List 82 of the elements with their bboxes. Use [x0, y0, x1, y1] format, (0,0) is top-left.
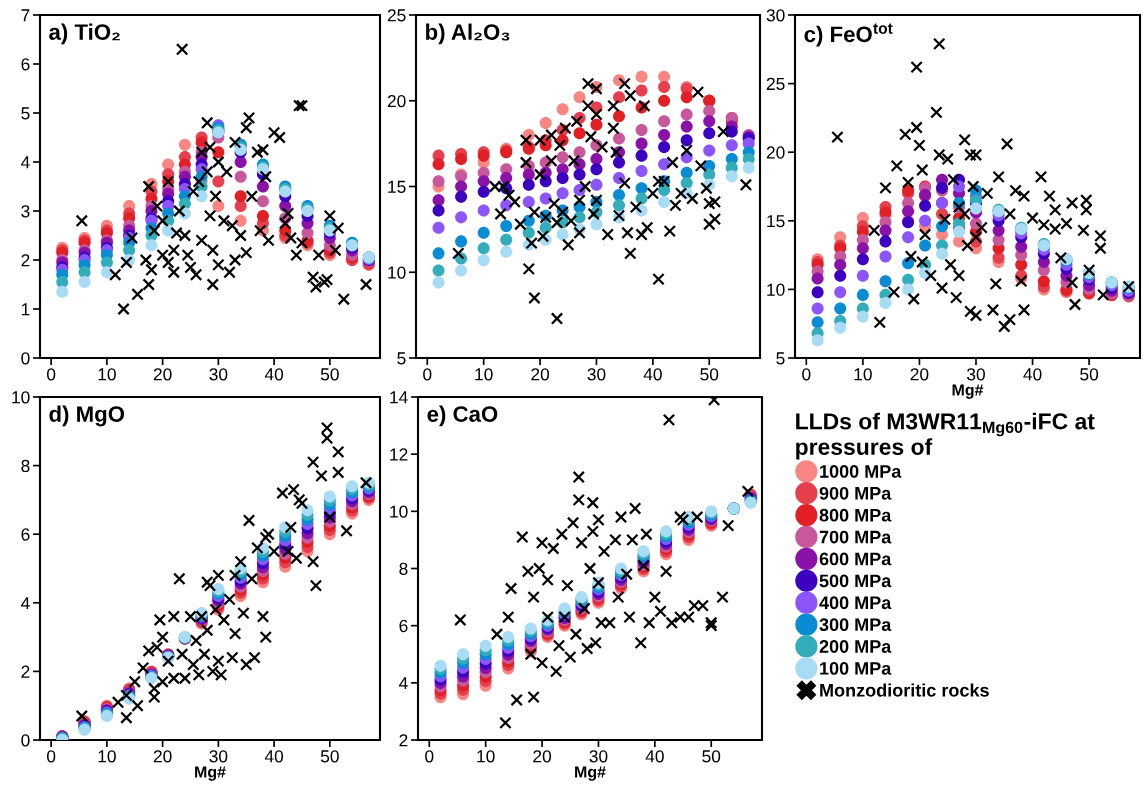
y-tick-label: 2	[21, 665, 30, 678]
y-tick-label: 0	[21, 734, 30, 747]
x-tick-label: 40	[1023, 368, 1042, 381]
x-tick-label: 50	[1080, 368, 1099, 381]
x-tick-label: 20	[533, 750, 552, 763]
legend-label: Monzodioritic rocks	[820, 683, 989, 697]
x-tick-label: 30	[587, 368, 606, 381]
x-tick-label: 10	[98, 368, 116, 381]
legend-label: 800 MPa	[819, 508, 892, 522]
y-tick-label: 4	[21, 597, 30, 610]
x-tick-label: 50	[700, 368, 719, 381]
y-tick-label: 10	[390, 505, 408, 518]
x-tick-label: 40	[645, 750, 664, 763]
y-tick-label: 7	[21, 9, 30, 22]
x-tick-label: 10	[98, 750, 116, 763]
y-tick-label: 15	[767, 215, 785, 228]
y-tick-label: 5	[21, 107, 30, 120]
chart-title: b) Al₂O₃	[426, 23, 510, 45]
x-tick-label: 20	[910, 368, 929, 381]
y-tick-label: 20	[387, 94, 406, 108]
x-tick-label: 40	[264, 750, 284, 763]
legend-label: 700 MPa	[819, 530, 892, 544]
x-tick-label: 30	[966, 368, 985, 381]
y-tick-label: 3	[21, 205, 30, 218]
x-axis-title: Mg#	[195, 766, 226, 781]
x-tick-label: 20	[153, 368, 172, 381]
x-tick-label: 0	[47, 368, 56, 381]
legend-label: 900 MPa	[819, 486, 892, 500]
y-tick-label: 6	[399, 619, 408, 633]
chart-title: d) MgO	[49, 405, 125, 427]
y-tick-label: 15	[388, 180, 406, 193]
x-tick-label: 0	[423, 368, 432, 381]
y-tick-label: 10	[12, 391, 30, 404]
x-tick-label: 10	[477, 750, 495, 763]
legend-label: 300 MPa	[819, 618, 892, 632]
y-tick-label: 1	[21, 303, 30, 316]
y-tick-label: 25	[766, 77, 785, 91]
legend-label: 500 MPa	[819, 574, 892, 588]
y-tick-label: 20	[766, 146, 785, 159]
y-tick-label: 4	[399, 677, 408, 690]
y-tick-label: 6	[21, 528, 30, 541]
x-tick-label: 50	[702, 750, 721, 763]
y-tick-label: 5	[776, 352, 785, 365]
x-tick-label: 40	[643, 368, 662, 381]
y-tick-label: 14	[390, 391, 408, 404]
x-tick-label: 0	[47, 750, 56, 763]
y-tick-label: 10	[767, 283, 785, 296]
legend-label: 400 MPa	[819, 596, 892, 610]
y-tick-label: 25	[387, 9, 406, 22]
chart-title: a) TiO₂	[49, 23, 120, 45]
y-tick-label: 2	[21, 254, 30, 267]
text: LLDs of M3WR11$_{Mg60}$-iFC at pressures of	[796, 412, 1095, 460]
y-tick-label: 8	[21, 459, 30, 473]
x-tick-label: 20	[153, 750, 172, 763]
x-tick-label: 10	[475, 368, 493, 381]
y-tick-label: 0	[21, 352, 30, 365]
y-tick-label: 12	[390, 448, 408, 461]
y-tick-label: 5	[397, 352, 406, 365]
x-tick-label: 40	[264, 368, 284, 381]
legend-label: 600 MPa	[819, 552, 892, 566]
x-tick-label: 10	[854, 368, 872, 381]
y-tick-label: 10	[388, 266, 406, 279]
x-axis-title: Mg#	[952, 384, 984, 399]
y-tick-label: 4	[21, 156, 30, 169]
y-tick-label: 8	[399, 562, 408, 575]
x-axis-title: Mg#	[575, 766, 606, 781]
x-tick-label: 50	[320, 368, 339, 381]
x-tick-label: 30	[209, 750, 228, 763]
x-tick-label: 20	[531, 368, 550, 381]
x-tick-label: 30	[589, 750, 608, 763]
y-tick-label: 6	[21, 58, 30, 71]
x-tick-label: 0	[425, 750, 434, 763]
chart-title: e) CaO	[427, 405, 498, 427]
x-tick-label: 0	[802, 368, 811, 381]
chart-title: c) FeO$^{tot}$	[804, 23, 893, 47]
legend-label: 200 MPa	[819, 640, 892, 653]
y-tick-label: 30	[766, 9, 785, 22]
legend-label: 1000 MPa	[820, 465, 902, 478]
legend-label: 100 MPa	[820, 662, 892, 675]
y-tick-label: 2	[399, 734, 408, 747]
x-tick-label: 30	[209, 368, 228, 381]
x-tick-label: 50	[320, 750, 339, 763]
